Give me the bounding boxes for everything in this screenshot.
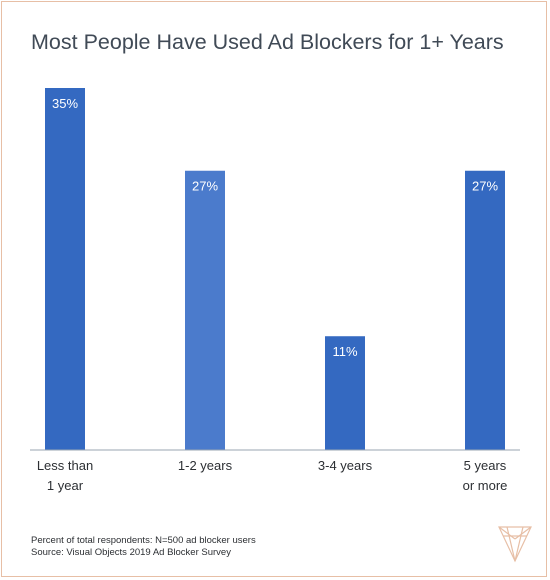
chart-title: Most People Have Used Ad Blockers for 1+… — [31, 30, 504, 54]
bar-value-label-3: 27% — [472, 179, 498, 194]
bar-value-label-1: 27% — [192, 179, 218, 194]
category-label-1-0: 1-2 years — [178, 458, 233, 473]
footnote-source: Source: Visual Objects 2019 Ad Blocker S… — [31, 547, 231, 558]
category-label-3-1: or more — [463, 478, 508, 493]
visual-objects-logo-icon — [498, 526, 532, 563]
footnote-respondents: Percent of total respondents: N=500 ad b… — [31, 535, 256, 546]
bar-value-label-0: 35% — [52, 96, 78, 111]
bar-2 — [325, 336, 365, 450]
category-label-3-0: 5 years — [464, 458, 507, 473]
bar-3 — [465, 170, 505, 450]
category-label-0-0: Less than — [37, 458, 93, 473]
category-label-2-0: 3-4 years — [318, 458, 373, 473]
category-label-0-1: 1 year — [47, 478, 84, 493]
bar-value-label-2: 11% — [332, 344, 357, 359]
bar-0 — [45, 88, 85, 450]
bar-1 — [185, 170, 225, 450]
